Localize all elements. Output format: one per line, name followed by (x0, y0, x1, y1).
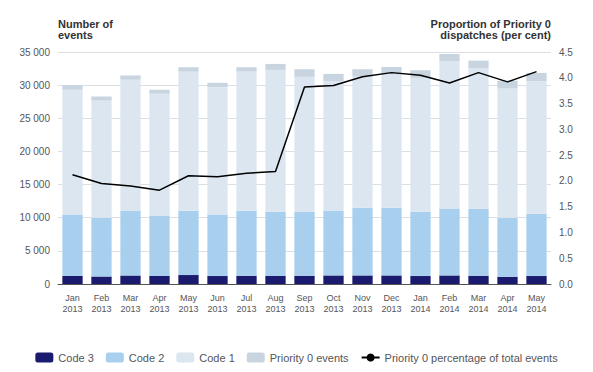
svg-text:0: 0 (44, 279, 50, 290)
svg-text:2014: 2014 (439, 304, 459, 314)
svg-text:Aug: Aug (267, 293, 283, 303)
svg-text:Mar: Mar (123, 293, 139, 303)
svg-text:Code 1: Code 1 (199, 352, 234, 364)
svg-text:Dec: Dec (383, 293, 400, 303)
svg-text:2013: 2013 (381, 304, 401, 314)
svg-text:Feb: Feb (94, 293, 110, 303)
svg-text:4.0: 4.0 (559, 72, 573, 83)
svg-text:35 000: 35 000 (19, 47, 50, 58)
svg-text:2013: 2013 (294, 304, 314, 314)
svg-text:Jan: Jan (413, 293, 428, 303)
svg-text:2013: 2013 (149, 304, 169, 314)
svg-text:15 000: 15 000 (19, 179, 50, 190)
svg-text:25 000: 25 000 (19, 113, 50, 124)
svg-text:Code 2: Code 2 (129, 352, 164, 364)
svg-text:5 000: 5 000 (25, 245, 50, 256)
svg-text:20 000: 20 000 (19, 146, 50, 157)
svg-text:1.5: 1.5 (559, 201, 573, 212)
svg-text:2014: 2014 (410, 304, 430, 314)
svg-text:2.0: 2.0 (559, 175, 573, 186)
svg-text:Priority 0 events: Priority 0 events (270, 352, 349, 364)
svg-text:4.5: 4.5 (559, 47, 573, 58)
svg-text:30 000: 30 000 (19, 80, 50, 91)
svg-text:2013: 2013 (265, 304, 285, 314)
svg-text:Mar: Mar (471, 293, 487, 303)
svg-text:2014: 2014 (468, 304, 488, 314)
svg-text:Oct: Oct (326, 293, 341, 303)
svg-text:2014: 2014 (526, 304, 546, 314)
svg-text:May: May (528, 293, 546, 303)
svg-text:Feb: Feb (442, 293, 458, 303)
svg-text:May: May (180, 293, 198, 303)
svg-text:Jul: Jul (241, 293, 253, 303)
svg-text:Code 3: Code 3 (58, 352, 93, 364)
svg-text:1.0: 1.0 (559, 227, 573, 238)
svg-text:3.0: 3.0 (559, 124, 573, 135)
svg-text:2013: 2013 (207, 304, 227, 314)
svg-text:Jun: Jun (210, 293, 225, 303)
svg-text:Proportion of Priority 0: Proportion of Priority 0 (430, 17, 551, 30)
svg-text:2014: 2014 (497, 304, 517, 314)
svg-text:Priority 0 percentage of total: Priority 0 percentage of total events (385, 352, 559, 364)
svg-text:Jan: Jan (65, 293, 80, 303)
svg-text:Number of: Number of (58, 17, 113, 30)
svg-text:events: events (58, 29, 93, 41)
svg-text:dispatches (per cent): dispatches (per cent) (440, 29, 551, 41)
svg-text:2013: 2013 (352, 304, 372, 314)
svg-text:Apr: Apr (152, 293, 166, 303)
svg-text:2.5: 2.5 (559, 150, 573, 161)
svg-text:2013: 2013 (62, 304, 82, 314)
svg-text:0.5: 0.5 (559, 253, 573, 264)
svg-text:Apr: Apr (500, 293, 514, 303)
svg-text:Nov: Nov (354, 293, 371, 303)
svg-text:0.0: 0.0 (559, 279, 573, 290)
svg-text:2013: 2013 (178, 304, 198, 314)
svg-text:2013: 2013 (236, 304, 256, 314)
svg-text:10 000: 10 000 (19, 212, 50, 223)
svg-text:2013: 2013 (91, 304, 111, 314)
svg-text:2013: 2013 (120, 304, 140, 314)
svg-text:Sep: Sep (296, 293, 312, 303)
svg-text:2013: 2013 (323, 304, 343, 314)
svg-text:3.5: 3.5 (559, 98, 573, 109)
